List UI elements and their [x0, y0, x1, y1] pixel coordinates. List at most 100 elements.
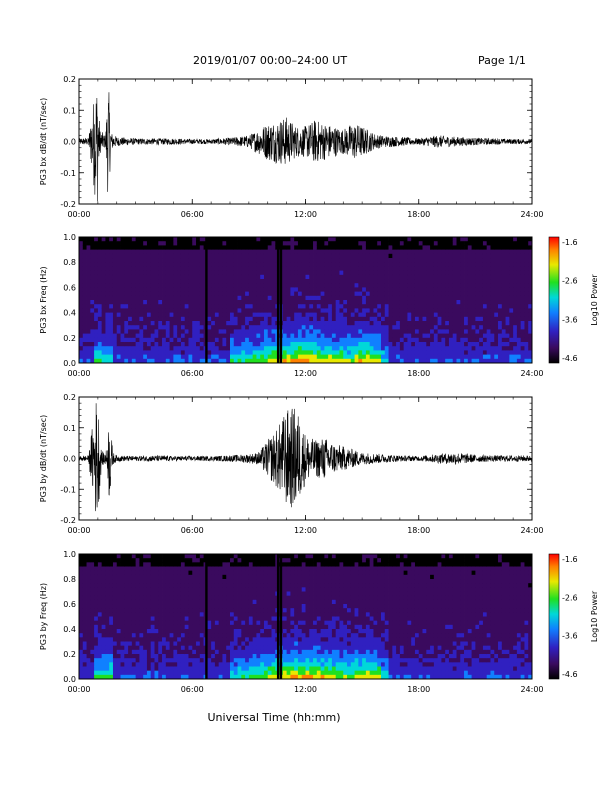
spectrogram-cell	[173, 237, 178, 242]
spectrogram-cell	[109, 354, 114, 360]
spectrogram-cell	[328, 249, 333, 255]
spectrogram-cell	[430, 253, 435, 259]
spectrogram-cell	[158, 270, 163, 276]
spectrogram-cell	[290, 237, 295, 242]
spectrogram-cell	[328, 274, 333, 280]
spectrogram-cell	[294, 329, 299, 334]
spectrogram-cell	[422, 350, 427, 355]
spectrogram-cell	[335, 287, 340, 292]
spectrogram-cell	[173, 279, 178, 284]
spectrogram-cell	[464, 300, 469, 305]
spectrogram-cell	[399, 308, 405, 313]
spectrogram-cell	[369, 304, 374, 309]
spectrogram-cell	[494, 329, 499, 334]
spectrogram-cell	[437, 337, 442, 343]
spectrogram-cell	[82, 595, 87, 601]
spectrogram-cell	[146, 308, 152, 313]
spectrogram-cell	[460, 270, 465, 276]
spectrogram-cell	[199, 312, 204, 318]
spectrogram-cell	[343, 291, 348, 297]
spectrogram-cell	[154, 354, 159, 360]
spectrogram-cell	[320, 237, 325, 242]
spectrogram-cell	[498, 287, 503, 292]
spectrogram-cell	[305, 325, 310, 330]
spectrogram-cell	[139, 304, 144, 309]
spectrogram-cell	[486, 279, 491, 284]
spectrogram-cell	[184, 616, 189, 622]
spectrogram-cell	[207, 245, 212, 250]
spectrogram-cell	[399, 241, 405, 246]
spectrogram-cell	[79, 566, 84, 572]
spectrogram-cell	[516, 333, 522, 339]
spectrogram-cell	[112, 599, 118, 605]
spectrogram-cell	[150, 287, 155, 292]
spectrogram-cell	[403, 237, 408, 242]
spectrogram-cell	[158, 558, 163, 563]
spectrogram-cell	[233, 321, 238, 326]
spectrogram-cell	[146, 321, 152, 326]
spectrogram-cell	[184, 612, 189, 617]
spectrogram-cell	[392, 337, 397, 343]
spectrogram-cell	[177, 666, 182, 672]
spectrogram-cell	[146, 579, 152, 584]
spectrogram-cell	[294, 358, 299, 364]
spectrogram-cell	[286, 337, 291, 343]
spectrogram-cell	[358, 358, 363, 364]
spectrogram-cell	[388, 325, 393, 330]
spectrogram-cell	[441, 274, 446, 280]
spectrogram-cell	[388, 333, 393, 339]
spectrogram-cell	[131, 358, 137, 364]
spectrogram-cell	[316, 262, 321, 267]
spectrogram-cell	[188, 266, 193, 271]
spectrogram-cell	[135, 346, 140, 351]
spectrogram-cell	[509, 358, 514, 364]
spectrogram-cell	[177, 270, 182, 276]
spectrogram-cell	[475, 270, 480, 276]
spectrogram-cell	[358, 308, 363, 313]
spectrogram-cell	[177, 570, 182, 576]
spectrogram-cell	[165, 591, 170, 597]
spectrogram-cell	[82, 558, 87, 563]
spectrogram-cell	[105, 350, 110, 355]
spectrogram-cell	[347, 237, 352, 242]
spectrogram-cell	[452, 237, 457, 242]
spectrogram-cell	[358, 266, 363, 271]
spectrogram-cell	[124, 604, 129, 609]
spectrogram-cell	[479, 283, 484, 288]
spectrogram-cell	[230, 316, 235, 322]
spectrogram-cell	[305, 333, 310, 339]
spectrogram-cell	[150, 583, 155, 588]
spectrogram-cell	[422, 321, 427, 326]
spectrogram-cell	[82, 574, 87, 580]
spectrogram-cell	[94, 658, 99, 663]
spectrogram-cell	[464, 342, 469, 347]
spectrogram-cell	[135, 274, 140, 280]
spectrogram-cell	[335, 270, 340, 276]
spectrogram-cell	[169, 570, 174, 576]
spectrogram-cell	[320, 266, 325, 271]
spectrogram-cell	[313, 253, 318, 259]
spectrogram-cell	[384, 266, 389, 271]
spectrogram-cell	[180, 629, 186, 634]
spectrogram-cell	[365, 291, 371, 297]
spectrogram-cell	[226, 342, 231, 347]
spectrogram-cell	[441, 358, 446, 364]
spectrogram-cell	[252, 270, 257, 276]
spectrogram-cell	[482, 274, 488, 280]
spectrogram-cell	[460, 291, 465, 297]
y-tick-label: 0.1	[63, 424, 76, 433]
spectrogram-cell	[282, 291, 288, 297]
spectrogram-cell	[313, 274, 318, 280]
spectrogram-cell	[411, 329, 416, 334]
spectrogram-cell	[146, 574, 152, 580]
spectrogram-cell	[150, 612, 155, 617]
spectrogram-cell	[516, 262, 522, 267]
spectrogram-cell	[177, 579, 182, 584]
spectrogram-cell	[271, 358, 276, 364]
spectrogram-cell	[146, 316, 152, 322]
spectrogram-cell	[286, 266, 291, 271]
spectrogram-cell	[169, 325, 174, 330]
spectrogram-cell	[192, 245, 197, 250]
spectrogram-cell	[467, 291, 472, 297]
spectrogram-cell	[445, 304, 450, 309]
